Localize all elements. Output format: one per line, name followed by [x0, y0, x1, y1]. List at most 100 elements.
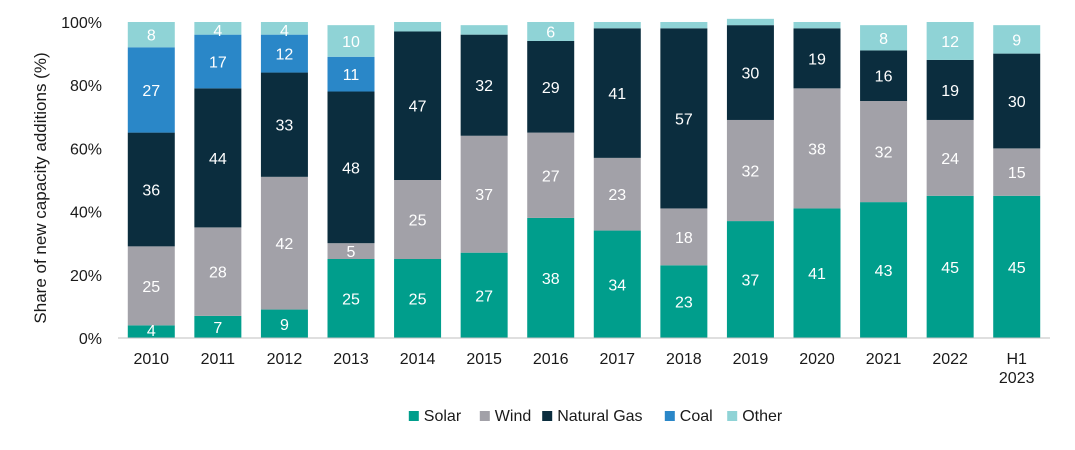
x-tick-label: H1 2023: [999, 351, 1035, 387]
data-label: 8: [147, 28, 156, 45]
bar-segment-solar: [394, 259, 442, 338]
bar-segment-natural-gas: [593, 28, 641, 158]
data-label: 10: [342, 34, 360, 51]
bar-segment-natural-gas: [327, 91, 375, 244]
data-label: 28: [209, 265, 227, 282]
legend-label: Wind: [495, 408, 531, 425]
data-label: 6: [546, 24, 555, 41]
x-tick-label: 2021: [866, 351, 902, 368]
data-label: 15: [1008, 165, 1026, 182]
x-tick-label: 2020: [799, 351, 835, 368]
bar-segment-solar: [793, 208, 841, 338]
bar-segment-wind: [394, 180, 442, 259]
legend-label: Other: [742, 408, 783, 425]
data-label: 44: [209, 151, 227, 168]
bar-segment-wind: [793, 88, 841, 209]
bar-segment-wind: [460, 135, 508, 253]
legend-swatch: [727, 411, 738, 421]
bar-segment-other: [394, 22, 442, 32]
bar-segment-solar: [327, 259, 375, 338]
bar-segment-wind: [726, 119, 774, 222]
legend-item-solar: Solar: [408, 408, 462, 425]
data-label: 45: [941, 260, 959, 277]
y-tick-label: 20%: [70, 268, 102, 285]
legend-swatch: [408, 411, 419, 421]
y-axis-ticks: 0% 20% 40% 60% 80% 100%: [61, 15, 102, 348]
bar-segment-natural-gas: [260, 72, 308, 177]
bar-segment-other: [327, 25, 375, 57]
legend: Solar Wind Natural Gas Coal Other: [408, 408, 783, 425]
bar-segment-other: [260, 22, 308, 35]
data-label: 32: [742, 164, 760, 181]
bar-segment-solar: [260, 309, 308, 338]
data-label: 23: [675, 295, 693, 312]
bar-segment-coal: [194, 34, 242, 89]
data-label: 33: [276, 118, 294, 135]
data-label: 27: [142, 83, 160, 100]
legend-swatch: [542, 411, 553, 421]
legend-swatch: [479, 411, 490, 421]
bars: [127, 18, 1041, 338]
bar-segment-other: [993, 25, 1041, 54]
data-label: 4: [280, 23, 289, 40]
data-label: 57: [675, 111, 693, 128]
bar-segment-wind: [593, 157, 641, 231]
data-label: 41: [608, 86, 626, 103]
legend-item-other: Other: [727, 408, 783, 425]
bar-segment-natural-gas: [527, 40, 575, 133]
x-tick-label: 2016: [533, 351, 569, 368]
y-tick-label: 0%: [79, 331, 102, 348]
data-label: 9: [1012, 32, 1021, 49]
data-label: 19: [808, 51, 826, 68]
bar-segment-other: [726, 18, 774, 26]
bar-segment-natural-gas: [660, 28, 708, 209]
y-axis-title-group: Share of new capacity additions (%): [31, 52, 50, 323]
bar-segment-other: [660, 22, 708, 29]
data-label: 30: [742, 66, 760, 83]
y-tick-label: 100%: [61, 15, 102, 32]
data-label: 27: [475, 288, 493, 305]
data-label: 17: [209, 55, 227, 72]
bar-segment-coal: [260, 34, 308, 73]
legend-label: Natural Gas: [557, 408, 642, 425]
bar-segment-solar: [726, 221, 774, 338]
x-tick-label: 2019: [733, 351, 769, 368]
bar-segment-natural-gas: [926, 59, 974, 120]
data-label: 8: [879, 31, 888, 48]
data-label: 37: [475, 187, 493, 204]
bar-segment-solar: [460, 252, 508, 338]
data-label: 32: [475, 78, 493, 95]
data-label: 24: [941, 151, 959, 168]
bar-segment-other: [194, 22, 242, 35]
data-label: 47: [409, 99, 427, 116]
data-label: 16: [875, 69, 893, 86]
data-label: 27: [542, 168, 560, 185]
data-label: 30: [1008, 94, 1026, 111]
bar-segment-natural-gas: [460, 34, 508, 136]
bar-segment-natural-gas: [793, 28, 841, 89]
bar-segment-coal: [127, 47, 175, 133]
legend-swatch: [664, 411, 675, 421]
data-label: 18: [675, 230, 693, 247]
bar-segment-wind: [660, 208, 708, 266]
data-label: 38: [542, 271, 560, 288]
x-tick-label: 2012: [267, 351, 303, 368]
x-tick-label: 2015: [466, 351, 502, 368]
bar-segment-other: [593, 22, 641, 29]
bar-segment-wind: [260, 176, 308, 310]
bar-segment-solar: [127, 325, 175, 338]
y-tick-label: 40%: [70, 205, 102, 222]
data-label: 23: [608, 187, 626, 204]
data-labels: 4 25 36 27 8 7 28 44 17 4 9 42 33 12 4 25 5 48 11 10 25 25 47 2…: [142, 23, 1025, 340]
y-tick-label: 80%: [70, 78, 102, 95]
data-label: 7: [213, 320, 222, 337]
data-label: 34: [608, 277, 626, 294]
x-tick-label: 2013: [333, 351, 369, 368]
bar-segment-other: [793, 22, 841, 29]
bar-segment-other: [527, 22, 575, 41]
bar-segment-solar: [660, 265, 708, 338]
bar-segment-wind: [926, 119, 974, 196]
x-axis-ticks: 2010 2011 2012 2013 2014 2015 2016 2017 2018 2019…: [133, 351, 1034, 387]
data-label: 36: [142, 182, 160, 199]
